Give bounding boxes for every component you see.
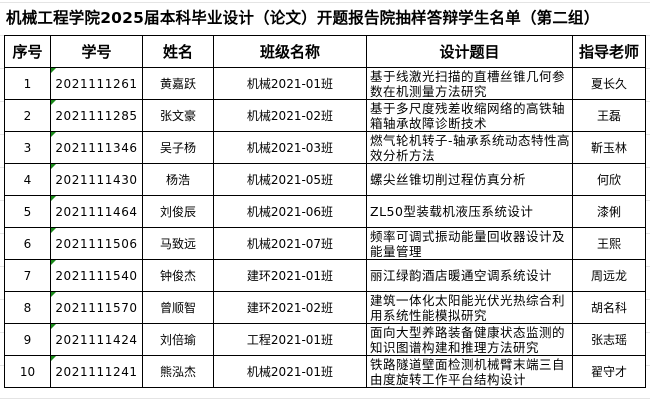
cell-topic[interactable]: 基于多尺度残差收缩网络的高铁轴箱轴承故障诊断技术	[366, 99, 573, 132]
header-student-id[interactable]: 学号	[50, 35, 143, 68]
table-row: 3 2021111346 吴子杨 机械2021-03班 燃气轮机转子-轴承系统动态特性高…	[4, 131, 646, 164]
cell-name[interactable]: 刘俊辰	[142, 195, 214, 228]
cell-advisor[interactable]: 何欣	[572, 163, 646, 196]
cell-topic[interactable]: 丽江绿韵酒店暖通空调系统设计	[366, 259, 573, 292]
cell-no[interactable]: 2	[4, 99, 51, 132]
cell-student-id[interactable]: 2021111241	[50, 355, 143, 388]
cell-name[interactable]: 马致远	[142, 227, 214, 260]
cell-class[interactable]: 工程2021-01班	[213, 323, 367, 356]
text-number-warning-indicator	[51, 356, 56, 361]
cell-no[interactable]: 4	[4, 163, 51, 196]
cell-no[interactable]: 1	[4, 67, 51, 100]
header-row: 序号 学号 姓名 班级名称 设计题目 指导老师	[4, 35, 646, 68]
cell-no[interactable]: 3	[4, 131, 51, 164]
header-topic[interactable]: 设计题目	[366, 35, 573, 68]
cell-class[interactable]: 机械2021-06班	[213, 195, 367, 228]
cell-class[interactable]: 机械2021-05班	[213, 163, 367, 196]
cell-topic[interactable]: 面向大型养路装备健康状态监测的知识图谱构建和推理方法研究	[366, 323, 573, 356]
cell-class[interactable]: 建环2021-02班	[213, 291, 367, 324]
cell-student-id[interactable]: 2021111424	[50, 323, 143, 356]
cell-no[interactable]: 8	[4, 291, 51, 324]
text-number-warning-indicator	[51, 324, 56, 329]
cell-advisor[interactable]: 周远龙	[572, 259, 646, 292]
cell-advisor[interactable]: 王磊	[572, 99, 646, 132]
table-row: 4 2021111430 杨浩 机械2021-05班 螺尖丝锥切削过程仿真分析 何欣	[4, 163, 646, 196]
cell-name[interactable]: 钟俊杰	[142, 259, 214, 292]
table-row: 8 2021111570 曾顺智 建环2021-02班 建筑一体化太阳能光伏光热综合利用…	[4, 291, 646, 324]
text-number-warning-indicator	[51, 228, 56, 233]
text-number-warning-indicator	[51, 164, 56, 169]
cell-name[interactable]: 曾顺智	[142, 291, 214, 324]
cell-class[interactable]: 机械2021-07班	[213, 227, 367, 260]
cell-topic[interactable]: 频率可调式振动能量回收器设计及能量管理	[366, 227, 573, 260]
cell-student-id[interactable]: 2021111464	[50, 195, 143, 228]
cell-no[interactable]: 7	[4, 259, 51, 292]
cell-advisor[interactable]: 胡名科	[572, 291, 646, 324]
text-number-warning-indicator	[51, 292, 56, 297]
cell-topic[interactable]: ZL50型装载机液压系统设计	[366, 195, 573, 228]
cell-student-id[interactable]: 2021111506	[50, 227, 143, 260]
cell-student-id[interactable]: 2021111430	[50, 163, 143, 196]
text-number-warning-indicator	[51, 260, 56, 265]
cell-name[interactable]: 张文豪	[142, 99, 214, 132]
cell-no[interactable]: 6	[4, 227, 51, 260]
text-number-warning-indicator	[51, 100, 56, 105]
text-number-warning-indicator	[51, 132, 56, 137]
cell-topic[interactable]: 建筑一体化太阳能光伏光热综合利用系统性能模拟研究	[366, 291, 573, 324]
student-table: 序号 学号 姓名 班级名称 设计题目 指导老师 1 2021111261 黄嘉跃 机械…	[4, 35, 646, 388]
table-row: 10 2021111241 熊泓杰 机械2021-01班 铁路隧道壁面检测机械臂末端三自…	[4, 355, 646, 388]
cell-advisor[interactable]: 夏长久	[572, 67, 646, 100]
cell-topic[interactable]: 燃气轮机转子-轴承系统动态特性高效分析方法	[366, 131, 573, 164]
cell-topic[interactable]: 螺尖丝锥切削过程仿真分析	[366, 163, 573, 196]
header-no[interactable]: 序号	[4, 35, 51, 68]
header-class[interactable]: 班级名称	[213, 35, 367, 68]
text-number-warning-indicator	[51, 68, 56, 73]
table-row: 2 2021111285 张文豪 机械2021-02班 基于多尺度残差收缩网络的高铁轴箱…	[4, 99, 646, 132]
cell-student-id[interactable]: 2021111346	[50, 131, 143, 164]
cell-no[interactable]: 9	[4, 323, 51, 356]
cell-name[interactable]: 熊泓杰	[142, 355, 214, 388]
cell-no[interactable]: 10	[4, 355, 51, 388]
cell-name[interactable]: 刘倍瑜	[142, 323, 214, 356]
cell-advisor[interactable]: 张志瑶	[572, 323, 646, 356]
table-row: 7 2021111540 钟俊杰 建环2021-01班 丽江绿韵酒店暖通空调系统设计 周远…	[4, 259, 646, 292]
cell-class[interactable]: 机械2021-02班	[213, 99, 367, 132]
cell-class[interactable]: 机械2021-01班	[213, 355, 367, 388]
cell-student-id[interactable]: 2021111261	[50, 67, 143, 100]
cell-name[interactable]: 杨浩	[142, 163, 214, 196]
cell-advisor[interactable]: 漆俐	[572, 195, 646, 228]
cell-student-id[interactable]: 2021111540	[50, 259, 143, 292]
cell-name[interactable]: 吴子杨	[142, 131, 214, 164]
text-number-warning-indicator	[51, 196, 56, 201]
sheet-title[interactable]: 机械工程学院2025届本科毕业设计（论文）开题报告院抽样答辩学生名单（第二组）	[0, 4, 650, 32]
cell-advisor[interactable]: 靳玉林	[572, 131, 646, 164]
cell-student-id[interactable]: 2021111570	[50, 291, 143, 324]
cell-advisor[interactable]: 翟守才	[572, 355, 646, 388]
table-row: 1 2021111261 黄嘉跃 机械2021-01班 基于线激光扫描的直槽丝锥几何参数…	[4, 67, 646, 100]
cell-class[interactable]: 机械2021-03班	[213, 131, 367, 164]
cell-class[interactable]: 建环2021-01班	[213, 259, 367, 292]
cell-student-id[interactable]: 2021111285	[50, 99, 143, 132]
header-name[interactable]: 姓名	[142, 35, 214, 68]
table-row: 6 2021111506 马致远 机械2021-07班 频率可调式振动能量回收器设计及能…	[4, 227, 646, 260]
cell-no[interactable]: 5	[4, 195, 51, 228]
cell-advisor[interactable]: 王熙	[572, 227, 646, 260]
cell-topic[interactable]: 铁路隧道壁面检测机械臂末端三自由度旋转工作平台结构设计	[366, 355, 573, 388]
table-row: 9 2021111424 刘倍瑜 工程2021-01班 面向大型养路装备健康状态监测的知…	[4, 323, 646, 356]
cell-topic[interactable]: 基于线激光扫描的直槽丝锥几何参数在机测量方法研究	[366, 67, 573, 100]
table-row: 5 2021111464 刘俊辰 机械2021-06班 ZL50型装载机液压系统设计 漆俐	[4, 195, 646, 228]
cell-name[interactable]: 黄嘉跃	[142, 67, 214, 100]
header-advisor[interactable]: 指导老师	[572, 35, 646, 68]
cell-class[interactable]: 机械2021-01班	[213, 67, 367, 100]
